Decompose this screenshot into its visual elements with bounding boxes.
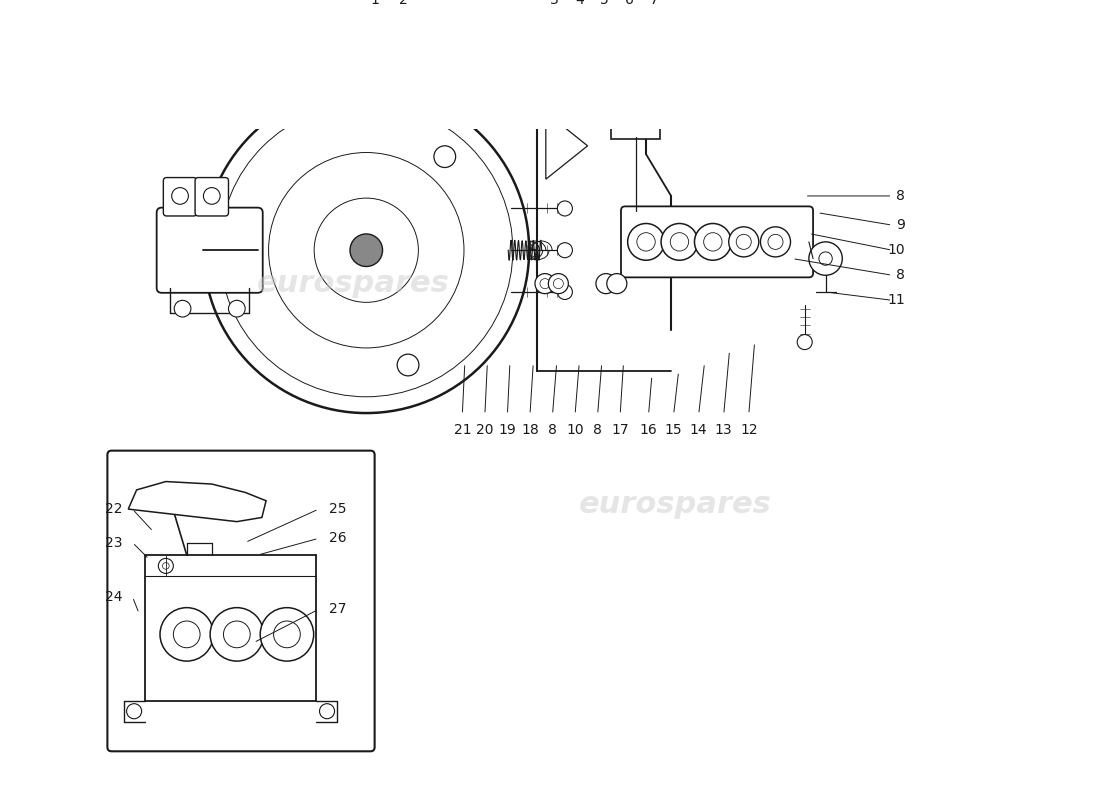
Text: 11: 11 <box>888 294 905 307</box>
Circle shape <box>661 223 697 260</box>
FancyBboxPatch shape <box>156 208 263 293</box>
Circle shape <box>540 278 550 289</box>
Circle shape <box>760 227 791 257</box>
Circle shape <box>160 608 213 661</box>
Text: 15: 15 <box>664 422 682 437</box>
Text: 16: 16 <box>640 422 658 437</box>
Circle shape <box>158 558 174 574</box>
Circle shape <box>736 234 751 250</box>
Circle shape <box>126 704 142 718</box>
Text: 22: 22 <box>104 502 122 516</box>
Circle shape <box>397 354 419 376</box>
Text: 6: 6 <box>625 0 634 6</box>
Circle shape <box>223 621 250 648</box>
Text: eurospares: eurospares <box>579 490 771 519</box>
Circle shape <box>558 242 572 258</box>
Text: 20: 20 <box>476 422 494 437</box>
Circle shape <box>229 300 245 317</box>
Circle shape <box>596 274 616 294</box>
Text: 8: 8 <box>548 422 557 437</box>
Text: 26: 26 <box>329 531 346 546</box>
Text: 8: 8 <box>896 189 905 203</box>
Circle shape <box>210 608 264 661</box>
Circle shape <box>558 201 572 216</box>
Circle shape <box>319 704 334 718</box>
Text: 13: 13 <box>715 422 733 437</box>
Circle shape <box>704 233 722 251</box>
Text: 8: 8 <box>593 422 602 437</box>
Circle shape <box>808 242 843 275</box>
FancyBboxPatch shape <box>195 178 229 216</box>
FancyBboxPatch shape <box>163 178 197 216</box>
Text: 2: 2 <box>399 0 408 6</box>
Text: 24: 24 <box>104 590 122 604</box>
Circle shape <box>433 146 455 167</box>
Text: 23: 23 <box>104 535 122 550</box>
Text: 18: 18 <box>521 422 539 437</box>
Circle shape <box>535 274 556 294</box>
Circle shape <box>558 285 572 299</box>
Text: 1: 1 <box>371 0 380 6</box>
Text: 12: 12 <box>740 422 758 437</box>
Circle shape <box>798 334 812 350</box>
Circle shape <box>694 223 732 260</box>
Circle shape <box>350 234 383 266</box>
Text: 3: 3 <box>550 0 559 6</box>
Circle shape <box>637 233 656 251</box>
Circle shape <box>768 234 783 250</box>
Circle shape <box>553 278 563 289</box>
Text: 25: 25 <box>329 502 346 516</box>
Circle shape <box>670 233 689 251</box>
Text: 10: 10 <box>566 422 584 437</box>
Text: 7: 7 <box>650 0 659 6</box>
Polygon shape <box>546 113 587 179</box>
Text: 17: 17 <box>612 422 629 437</box>
Circle shape <box>274 621 300 648</box>
Circle shape <box>818 252 833 266</box>
Text: eurospares: eurospares <box>257 269 450 298</box>
Circle shape <box>593 99 612 118</box>
Text: 8: 8 <box>896 268 905 282</box>
Circle shape <box>315 198 418 302</box>
Circle shape <box>220 104 513 397</box>
Circle shape <box>235 218 257 240</box>
Circle shape <box>172 187 188 204</box>
Circle shape <box>607 274 627 294</box>
FancyBboxPatch shape <box>610 73 660 139</box>
Polygon shape <box>129 482 266 522</box>
Circle shape <box>548 274 569 294</box>
FancyBboxPatch shape <box>621 206 813 278</box>
Text: 4: 4 <box>575 0 584 6</box>
Circle shape <box>174 621 200 648</box>
Text: 10: 10 <box>888 243 905 258</box>
Circle shape <box>598 104 607 113</box>
FancyBboxPatch shape <box>108 450 375 751</box>
Text: 14: 14 <box>690 422 707 437</box>
Circle shape <box>204 87 529 413</box>
Circle shape <box>261 608 314 661</box>
Text: 9: 9 <box>896 218 905 232</box>
Circle shape <box>268 153 464 348</box>
Text: 19: 19 <box>498 422 516 437</box>
Text: 21: 21 <box>453 422 471 437</box>
Circle shape <box>204 187 220 204</box>
Text: 5: 5 <box>600 0 608 6</box>
Circle shape <box>584 104 593 113</box>
Circle shape <box>163 562 169 570</box>
Circle shape <box>174 300 191 317</box>
Circle shape <box>728 227 759 257</box>
Text: 27: 27 <box>329 602 346 616</box>
Circle shape <box>580 99 597 118</box>
Circle shape <box>628 223 664 260</box>
